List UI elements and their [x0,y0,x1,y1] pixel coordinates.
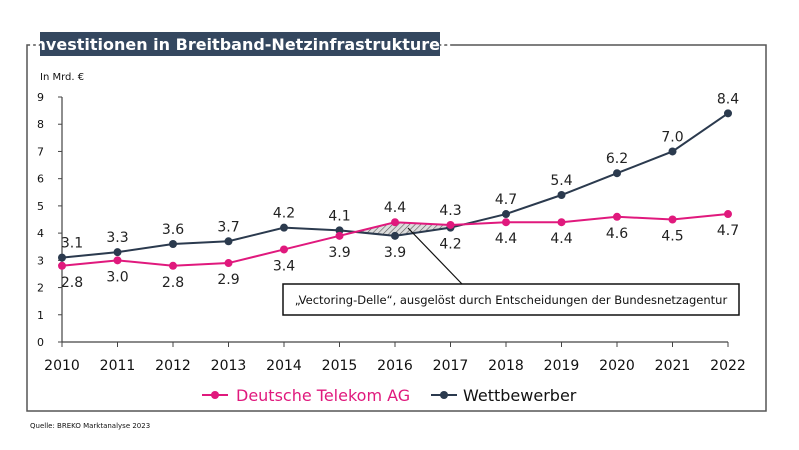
data-point [391,231,399,240]
data-label: 4.4 [384,200,406,216]
x-tick-label: 2013 [211,358,247,374]
data-label: 4.7 [495,192,517,208]
y-tick-label: 5 [37,200,44,213]
x-tick-label: 2015 [322,358,358,374]
data-label: 3.9 [384,245,406,261]
data-point [113,256,122,265]
data-label: 4.5 [661,229,683,245]
data-point [113,248,122,257]
x-tick-label: 2018 [488,358,524,374]
data-point [224,237,233,246]
data-label: 3.4 [273,258,295,274]
data-point [668,215,677,224]
data-point [280,223,288,232]
data-label: 8.4 [717,91,739,107]
data-point [391,218,399,227]
data-point [169,261,177,270]
data-label: 4.4 [550,231,572,247]
data-point [502,218,510,227]
data-label: 3.1 [61,236,83,252]
y-tick-label: 1 [37,309,44,322]
vectoring-dip-hatch [355,222,451,236]
title-background [40,32,440,56]
data-point [613,169,621,178]
x-tick-label: 2016 [377,358,413,374]
x-tick-label: 2021 [655,358,691,374]
y-tick-label: 4 [37,227,44,240]
legend-dot-wettbewerber [440,391,448,399]
x-tick-label: 2017 [433,358,469,374]
data-point [58,261,66,270]
data-label: 5.4 [550,173,572,189]
data-label: 2.8 [61,275,83,291]
data-point [613,212,621,221]
x-tick-label: 2019 [544,358,580,374]
y-tick-label: 9 [37,91,44,104]
annotation-pointer [407,227,463,285]
x-tick-label: 2020 [599,358,635,374]
data-label: 7.0 [661,129,683,145]
y-tick-label: 0 [37,336,44,349]
data-label: 3.0 [106,269,128,285]
data-label: 4.4 [495,231,517,247]
legend: Deutsche Telekom AG Wettbewerber [202,386,577,405]
data-label: 3.9 [328,245,350,261]
legend-label-telekom: Deutsche Telekom AG [236,386,410,405]
data-label: 4.2 [273,206,295,222]
data-point [724,210,732,219]
data-point [557,191,566,199]
data-label: 4.6 [606,226,628,242]
chart-title: Investitionen in Breitband-Netzinfrastru… [29,35,452,54]
data-label: 6.2 [606,151,628,167]
data-point [502,210,510,219]
data-label: 4.7 [717,223,739,239]
data-point [58,253,66,262]
data-point [335,231,344,240]
data-point [224,259,233,268]
data-point [557,218,566,227]
data-label: 4.3 [439,203,461,219]
x-tick-label: 2022 [710,358,746,374]
data-label: 3.3 [106,230,128,246]
data-label: 4.1 [328,208,350,224]
data-point [169,240,177,248]
y-tick-label: 8 [37,118,44,131]
annotation-text: „Vectoring-Delle“, ausgelöst durch Entsc… [295,293,728,307]
y-tick-label: 6 [37,173,44,186]
data-label: 2.8 [162,275,184,291]
y-tick-label: 2 [37,282,44,295]
x-tick-label: 2011 [100,358,136,374]
legend-label-wettbewerber: Wettbewerber [463,386,577,405]
y-tick-label: 7 [37,145,44,158]
data-point [668,147,677,156]
data-label: 4.2 [439,237,461,253]
legend-dot-telekom [211,391,219,399]
data-point [446,220,455,229]
data-label: 3.6 [162,222,184,238]
data-point [724,109,732,118]
source-note: Quelle: BREKO Marktanalyse 2023 [30,422,150,430]
annotation-box [282,283,740,316]
y-tick-label: 3 [37,254,44,267]
data-point [280,245,288,254]
y-axis-label: In Mrd. € [40,72,84,83]
x-tick-label: 2012 [155,358,191,374]
data-label: 3.7 [217,219,239,235]
x-tick-label: 2010 [44,358,80,374]
data-label: 2.9 [217,272,239,288]
x-tick-label: 2014 [266,358,302,374]
